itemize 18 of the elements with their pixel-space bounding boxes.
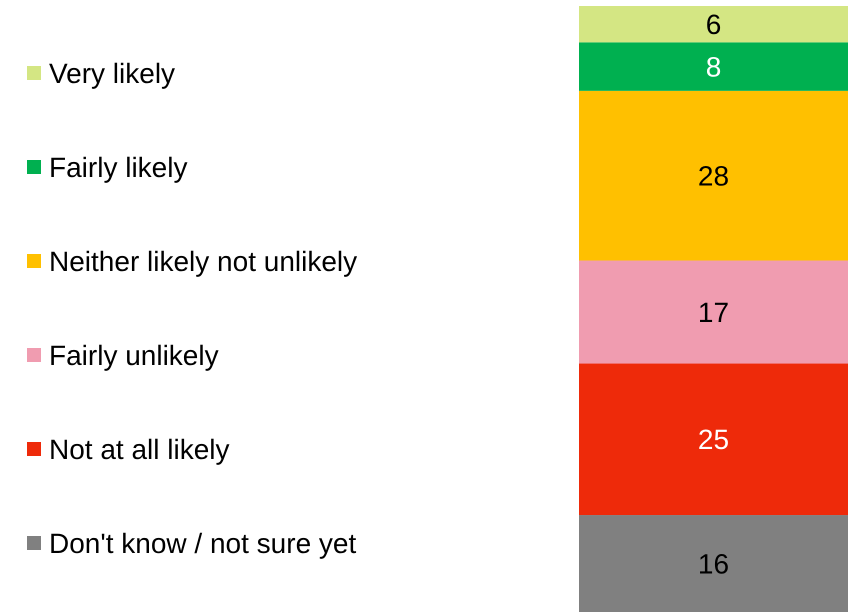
legend-label: Fairly unlikely — [49, 340, 219, 371]
data-label: 6 — [706, 8, 722, 40]
bar — [579, 364, 848, 516]
bar — [579, 515, 848, 612]
legend-label: Not at all likely — [49, 434, 230, 465]
data-label: 16 — [698, 548, 730, 580]
data-label: 28 — [698, 160, 730, 192]
bar — [579, 42, 848, 91]
bar — [579, 6, 848, 42]
bar — [579, 260, 848, 364]
legend-label: Very likely — [49, 58, 176, 89]
data-label: 25 — [698, 424, 730, 456]
data-label: 17 — [698, 296, 730, 328]
bar — [579, 90, 848, 261]
legend-label: Fairly likely — [49, 152, 188, 183]
data-label: 8 — [706, 51, 722, 82]
legend-label: Don't know / not sure yet — [49, 528, 356, 559]
legend-label: Neither likely not unlikely — [49, 246, 358, 277]
